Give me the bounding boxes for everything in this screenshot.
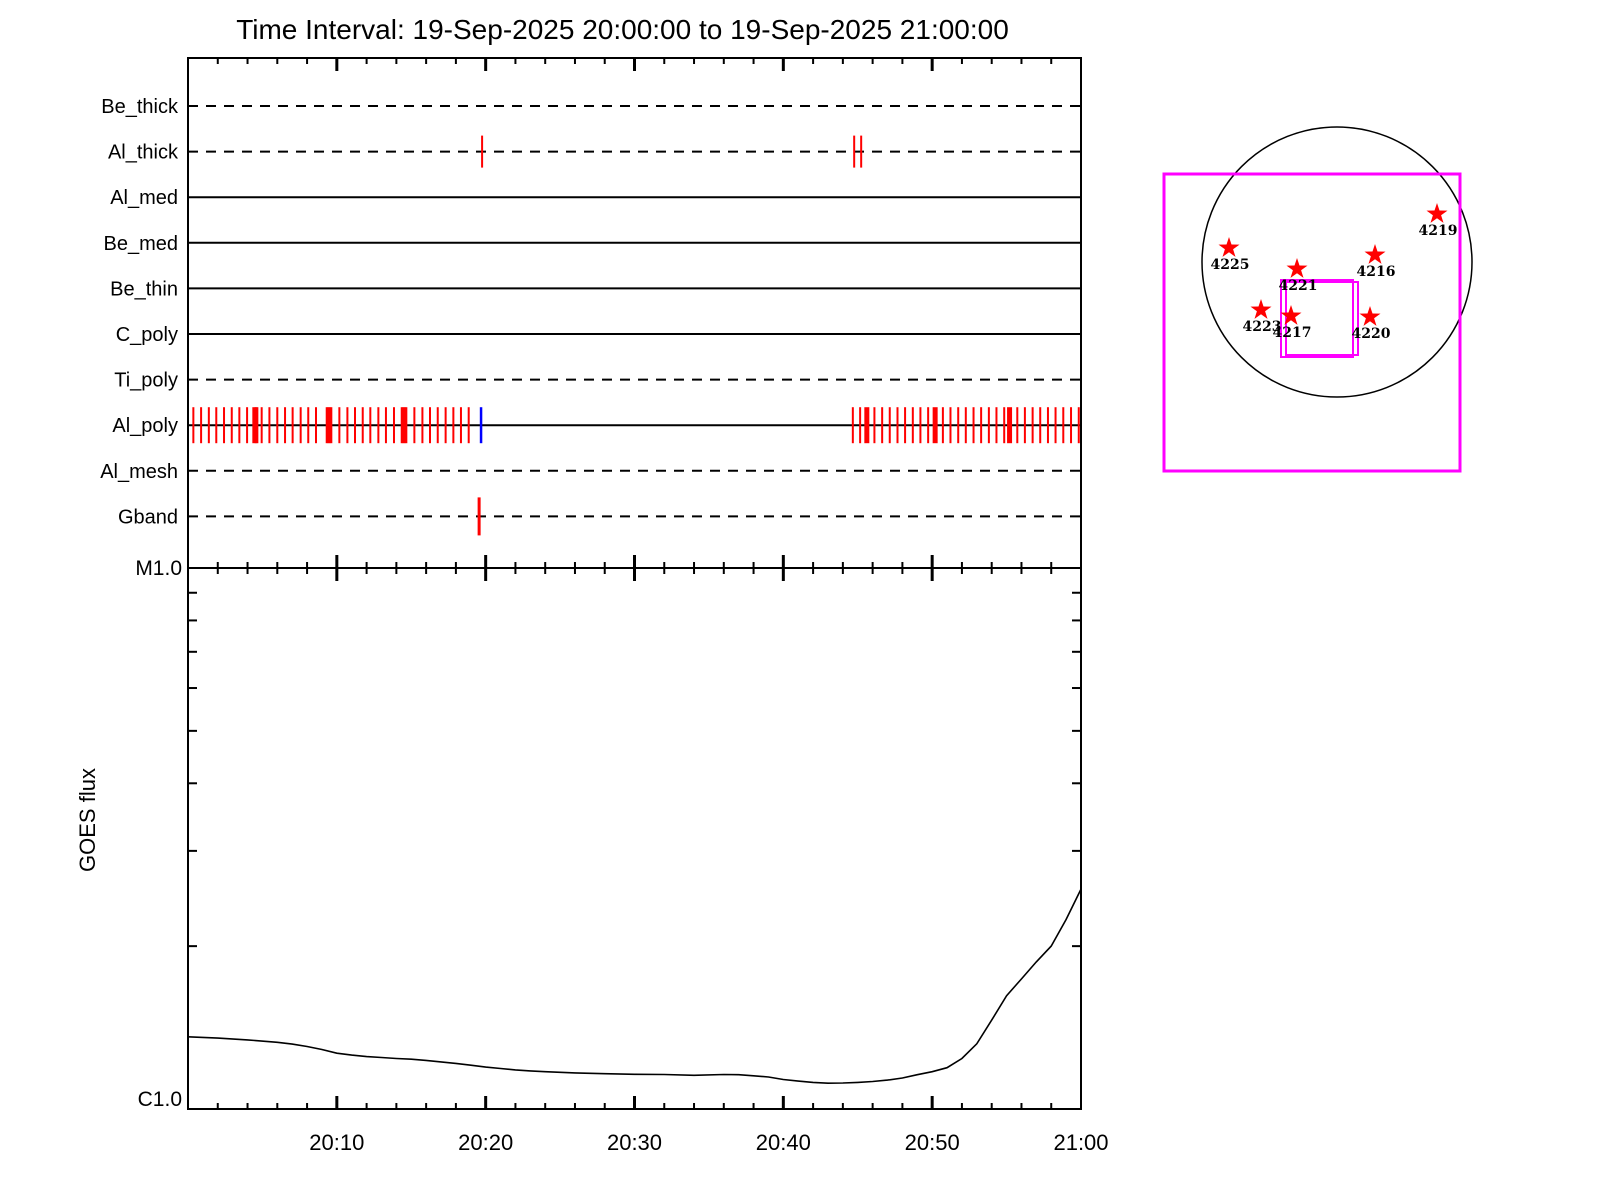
active-region-label-4225: 4225 xyxy=(1211,257,1250,273)
active-region-star-4221 xyxy=(1286,258,1308,278)
page-title: Time Interval: 19-Sep-2025 20:00:00 to 1… xyxy=(236,14,1009,45)
x-tick-label-20:20: 20:20 xyxy=(458,1130,513,1155)
channel-label-Be_med: Be_med xyxy=(104,233,179,255)
channel-label-Be_thick: Be_thick xyxy=(101,96,179,118)
x-tick-label-20:10: 20:10 xyxy=(309,1130,364,1155)
channel-label-Gband: Gband xyxy=(118,506,178,528)
channel-label-Al_med: Al_med xyxy=(110,187,178,209)
active-region-star-4220 xyxy=(1359,306,1381,326)
active-region-star-4225 xyxy=(1218,237,1240,257)
channel-label-C_poly: C_poly xyxy=(116,324,178,346)
channel-label-Al_poly: Al_poly xyxy=(112,415,178,437)
active-region-label-4220: 4220 xyxy=(1352,326,1391,342)
x-tick-label-20:40: 20:40 xyxy=(756,1130,811,1155)
solar-limb xyxy=(1201,126,1473,398)
channel-label-Be_thin: Be_thin xyxy=(110,278,178,300)
active-region-star-4219 xyxy=(1426,203,1448,223)
channel-label-Ti_poly: Ti_poly xyxy=(114,370,178,392)
active-region-label-4219: 4219 xyxy=(1419,223,1458,239)
goes-flux-axis-label: GOES flux xyxy=(75,768,100,872)
fov-box-0 xyxy=(1162,172,1462,473)
active-region-star-4217 xyxy=(1280,305,1302,325)
active-region-label-4216: 4216 xyxy=(1357,264,1396,280)
x-tick-label-20:50: 20:50 xyxy=(905,1130,960,1155)
active-region-label-4221: 4221 xyxy=(1279,278,1318,294)
active-region-star-4216 xyxy=(1364,244,1386,264)
fov-box-1 xyxy=(1280,279,1354,358)
timeline-frame xyxy=(187,57,1082,569)
channel-label-Al_mesh: Al_mesh xyxy=(100,461,178,483)
goes-ytick-c1: C1.0 xyxy=(137,1088,182,1111)
fov-box-2 xyxy=(1285,281,1359,356)
active-region-label-4217: 4217 xyxy=(1273,325,1312,341)
goes-frame xyxy=(187,567,1082,1110)
x-tick-label-21:00: 21:00 xyxy=(1053,1130,1108,1155)
goes-ytick-m1: M1.0 xyxy=(135,557,182,580)
goes-curve xyxy=(187,888,1082,1085)
channel-label-Al_thick: Al_thick xyxy=(108,142,179,164)
active-region-label-4223: 4223 xyxy=(1243,319,1282,335)
active-region-star-4223 xyxy=(1250,299,1272,319)
x-tick-label-20:30: 20:30 xyxy=(607,1130,662,1155)
